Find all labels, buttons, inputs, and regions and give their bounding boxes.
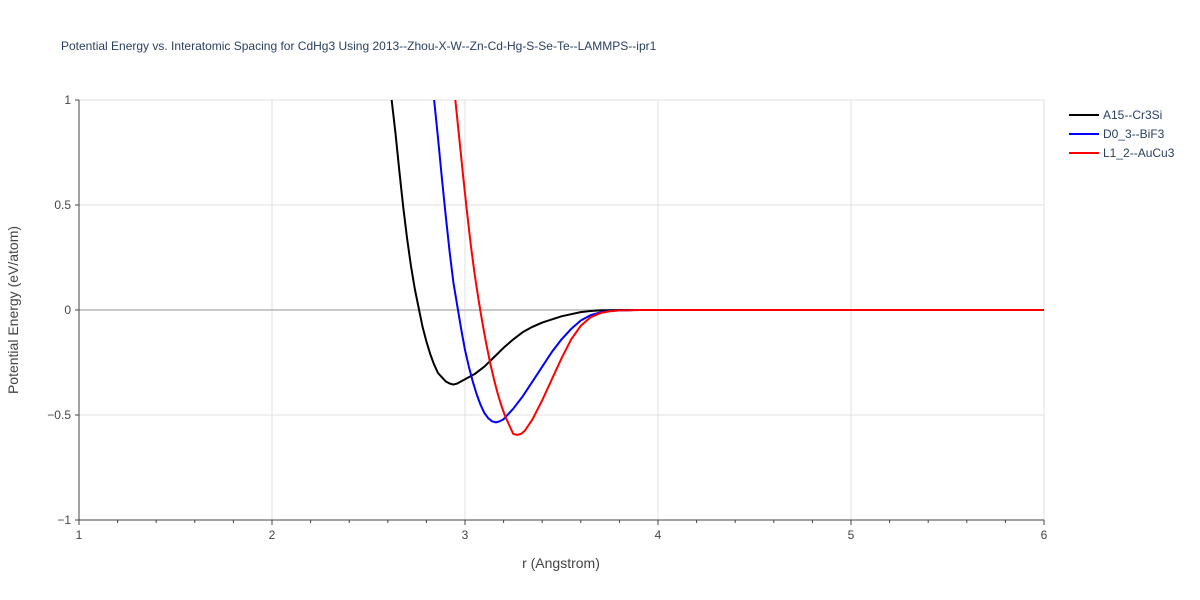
x-tick-label: 1 xyxy=(76,528,83,542)
legend-label-l1-2-aucu3: L1_2--AuCu3 xyxy=(1103,146,1175,160)
x-axis-title: r (Angstrom) xyxy=(522,555,600,571)
axes: 1 2 3 4 5 6 −1 −0.5 0 0.5 1 xyxy=(47,93,1047,542)
series-line-l1-2-aucu3 xyxy=(454,100,1044,436)
x-tick-label: 5 xyxy=(848,528,855,542)
x-tick-label: 3 xyxy=(462,528,469,542)
x-tick-label: 6 xyxy=(1041,528,1048,542)
series-line-a15-cr3si xyxy=(390,100,1044,386)
legend: A15--Cr3Si D0_3--BiF3 L1_2--AuCu3 xyxy=(1069,108,1175,160)
y-tick-label: 1 xyxy=(64,93,71,107)
y-tick-label: −0.5 xyxy=(47,408,71,422)
series-line-d0-3-bif3 xyxy=(433,100,1044,424)
x-tick-label: 4 xyxy=(655,528,662,542)
x-tick-label: 2 xyxy=(269,528,276,542)
chart-title: Potential Energy vs. Interatomic Spacing… xyxy=(61,39,657,53)
y-axis-title: Potential Energy (eV/atom) xyxy=(5,226,21,394)
legend-label-d0-3-bif3: D0_3--BiF3 xyxy=(1103,127,1165,141)
legend-label-a15-cr3si: A15--Cr3Si xyxy=(1103,108,1162,122)
y-tick-label: 0.5 xyxy=(54,198,71,212)
series-lines xyxy=(390,100,1044,436)
y-tick-label: 0 xyxy=(64,303,71,317)
y-tick-label: −1 xyxy=(57,513,71,527)
